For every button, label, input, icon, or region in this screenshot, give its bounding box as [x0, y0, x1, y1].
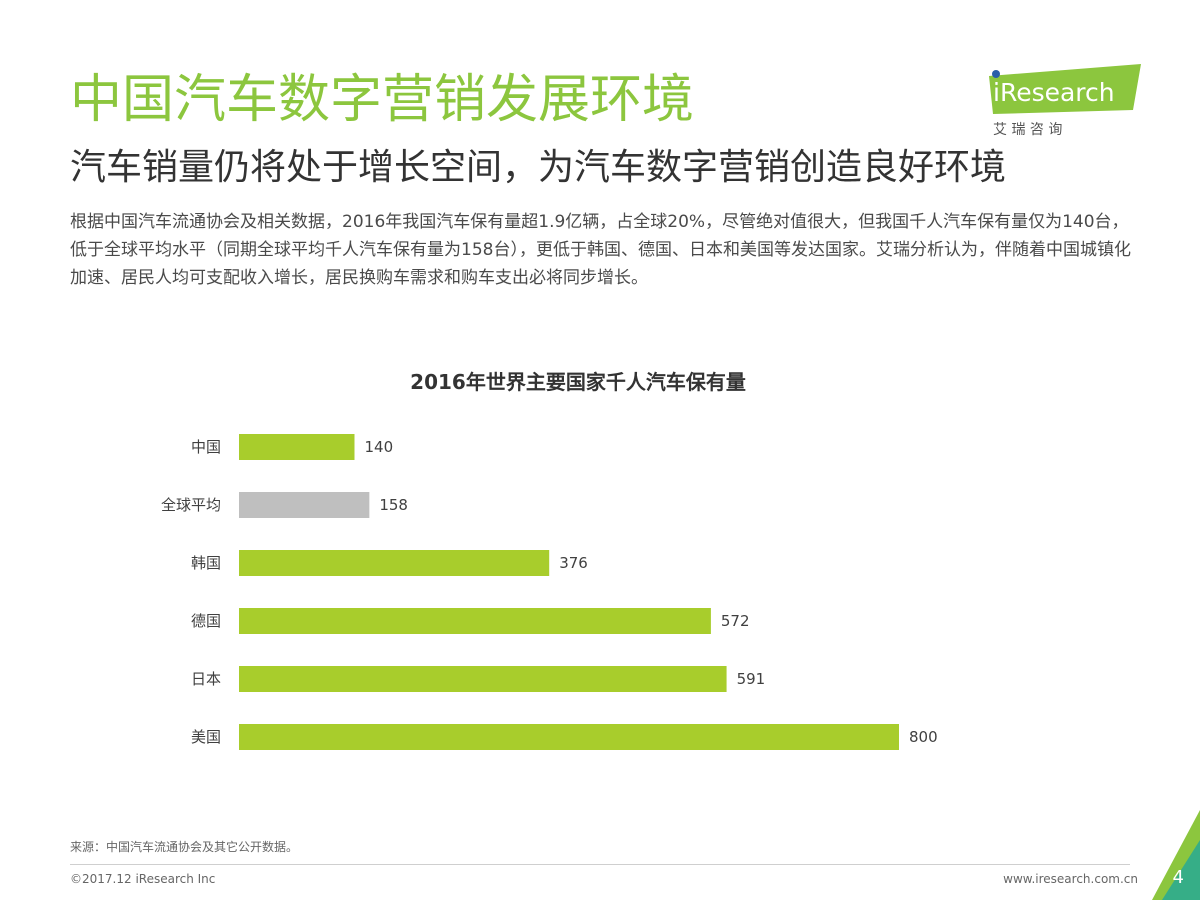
corner-teal-triangle	[1162, 840, 1200, 900]
value-label: 376	[559, 554, 588, 572]
logo-chinese: 艾 瑞 咨 询	[993, 122, 1062, 138]
source-note: 来源：中国汽车流通协会及其它公开数据。	[70, 840, 299, 854]
value-label: 800	[909, 728, 938, 746]
category-label: 美国	[191, 728, 221, 746]
chart-title: 2016年世界主要国家千人汽车保有量	[410, 370, 746, 394]
logo-green-banner	[989, 64, 1141, 114]
category-label: 德国	[191, 612, 221, 630]
value-label: 140	[365, 438, 394, 456]
bar-5	[239, 724, 899, 750]
copyright-text: ©2017.12 iResearch Inc	[70, 872, 216, 886]
category-label: 韩国	[191, 554, 221, 572]
bar-2	[239, 550, 550, 576]
summary-paragraph: 根据中国汽车流通协会及相关数据，2016年我国汽车保有量超1.9亿辆，占全球20…	[70, 212, 1131, 288]
bar-4	[239, 666, 727, 692]
category-label: 全球平均	[161, 496, 221, 514]
bar-0	[239, 434, 355, 460]
bar-chart: 2016年世界主要国家千人汽车保有量 中国 140 全球平均 158 韩国 376 德国 57…	[161, 370, 938, 750]
logo-dot	[992, 70, 1000, 78]
category-label: 中国	[191, 438, 221, 456]
page-subtitle: 汽车销量仍将处于增长空间，为汽车数字营销创造良好环境	[70, 147, 1007, 188]
page-number: 4	[1172, 867, 1184, 888]
logo-wordmark: iResearch	[993, 78, 1115, 107]
page-title: 中国汽车数字营销发展环境	[70, 70, 695, 130]
bar-3	[239, 608, 711, 634]
value-label: 591	[737, 670, 766, 688]
website-link[interactable]: www.iresearch.com.cn	[1003, 872, 1138, 886]
bar-1	[239, 492, 370, 518]
footer-divider	[70, 864, 1130, 865]
category-label: 日本	[191, 670, 221, 688]
chart-bars: 中国 140 全球平均 158 韩国 376 德国 572 日本 591 美国 800	[161, 434, 938, 750]
iresearch-logo: iResearch 艾 瑞 咨 询	[989, 64, 1141, 138]
corner-decoration	[1152, 810, 1200, 900]
value-label: 158	[379, 496, 408, 514]
value-label: 572	[721, 612, 750, 630]
